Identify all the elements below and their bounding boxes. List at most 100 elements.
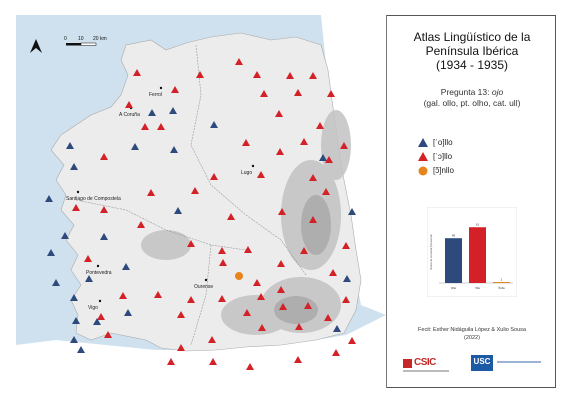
credit-authors: Fecit: Esther Nidáguila López & Xulio So… <box>418 327 526 333</box>
survey-point-blue-triangle-icon <box>319 154 327 161</box>
survey-point-red-triangle-icon <box>246 363 254 370</box>
survey-point-red-triangle-icon <box>244 246 252 253</box>
chart-value-label: 1 <box>501 278 503 282</box>
survey-point-blue-triangle-icon <box>61 232 69 239</box>
question-word: ojo <box>491 87 504 97</box>
survey-point-red-triangle-icon <box>242 139 250 146</box>
survey-point-red-triangle-icon <box>210 173 218 180</box>
survey-point-red-triangle-icon <box>329 269 337 276</box>
relief-high <box>274 195 331 324</box>
usc-logo: USC <box>471 355 493 371</box>
survey-point-red-triangle-icon <box>277 260 285 267</box>
survey-point-blue-triangle-icon <box>169 107 177 114</box>
city-label: Ferrol <box>149 92 162 98</box>
survey-point-red-triangle-icon <box>316 122 324 129</box>
city-dot <box>96 264 100 268</box>
survey-point-red-triangle-icon <box>137 221 145 228</box>
survey-point-red-triangle-icon <box>277 286 285 293</box>
city-dot <box>251 164 255 168</box>
survey-point-red-triangle-icon <box>100 153 108 160</box>
survey-point-red-triangle-icon <box>295 323 303 330</box>
survey-point-blue-triangle-icon <box>343 275 351 282</box>
survey-point-blue-triangle-icon <box>70 163 78 170</box>
chart-category-label: Ɔ̃nllo <box>498 286 506 290</box>
survey-point-red-triangle-icon <box>218 247 226 254</box>
survey-point-red-triangle-icon <box>253 71 261 78</box>
survey-point-blue-triangle-icon <box>210 121 218 128</box>
question-line-2: (gal. ollo, pt. olho, cat. ull) <box>423 98 521 108</box>
survey-point-blue-triangle-icon <box>131 143 139 150</box>
survey-point-blue-triangle-icon <box>124 309 132 316</box>
survey-point-red-triangle-icon <box>275 110 283 117</box>
survey-point-red-triangle-icon <box>327 90 335 97</box>
info-panel: Atlas Lingüístico de la Península Ibéric… <box>386 15 556 388</box>
survey-point-blue-triangle-icon <box>66 142 74 149</box>
galicia-land <box>50 32 362 352</box>
survey-point-red-triangle-icon <box>157 123 165 130</box>
survey-point-red-triangle-icon <box>324 314 332 321</box>
city-label: Vigo <box>88 305 98 311</box>
survey-point-red-triangle-icon <box>342 296 350 303</box>
csic-emblem-icon <box>403 359 412 368</box>
chart-bar <box>493 282 510 283</box>
triangle-icon <box>418 152 428 161</box>
survey-point-blue-triangle-icon <box>45 195 53 202</box>
survey-point-red-triangle-icon <box>219 259 227 266</box>
survey-point-blue-triangle-icon <box>85 275 93 282</box>
csic-subline <box>403 370 449 372</box>
survey-point-red-triangle-icon <box>294 356 302 363</box>
survey-point-red-triangle-icon <box>84 255 92 262</box>
chart-category-label: Ɔllo <box>475 286 480 290</box>
survey-points <box>45 58 356 370</box>
survey-point-red-triangle-icon <box>342 242 350 249</box>
question-line-1: Pregunta 13: ojo <box>387 87 557 97</box>
scale-tick-2: 20 km <box>93 36 107 42</box>
survey-point-red-triangle-icon <box>187 296 195 303</box>
portugal-area <box>16 315 386 388</box>
survey-point-red-triangle-icon <box>196 71 204 78</box>
survey-point-red-triangle-icon <box>171 86 179 93</box>
survey-point-red-triangle-icon <box>253 279 261 286</box>
survey-point-red-triangle-icon <box>322 188 330 195</box>
csic-logo: CSIC <box>403 357 449 377</box>
chart-bar <box>469 227 486 283</box>
title-line-1: Atlas Lingüístico de la <box>413 30 531 44</box>
survey-point-red-triangle-icon <box>154 291 162 298</box>
chart-value-label: 49 <box>452 234 456 238</box>
chart-value-label: 61 <box>476 223 480 227</box>
circle-icon <box>418 166 428 176</box>
survey-point-red-triangle-icon <box>167 358 175 365</box>
map-panel: 0 10 20 km Ferrol A Coruña Lugo Santiago de… <box>16 15 386 388</box>
survey-point-blue-triangle-icon <box>333 325 341 332</box>
survey-point-blue-triangle-icon <box>148 109 156 116</box>
survey-point-red-triangle-icon <box>300 138 308 145</box>
survey-point-red-triangle-icon <box>191 187 199 194</box>
survey-point-red-triangle-icon <box>258 324 266 331</box>
survey-point-red-triangle-icon <box>208 336 216 343</box>
chart-y-axis-label: Puntos de encuesta (frecuencia) <box>430 234 433 270</box>
survey-point-red-triangle-icon <box>125 101 133 108</box>
survey-point-red-triangle-icon <box>304 302 312 309</box>
survey-point-red-triangle-icon <box>309 174 317 181</box>
survey-point-red-triangle-icon <box>119 292 127 299</box>
scale-bar: 0 10 20 km <box>64 36 107 46</box>
survey-point-blue-triangle-icon <box>72 317 80 324</box>
survey-point-red-triangle-icon <box>243 309 251 316</box>
survey-point-red-triangle-icon <box>340 142 348 149</box>
galicia-map: 0 10 20 km Ferrol A Coruña Lugo Santiago de… <box>16 15 386 388</box>
survey-point-red-triangle-icon <box>309 216 317 223</box>
frequency-bar-chart: Puntos de encuesta (frecuencia) 49 Ollo 61… <box>427 207 517 297</box>
survey-point-blue-triangle-icon <box>70 294 78 301</box>
city-label: Pontevedra <box>86 270 112 276</box>
survey-point-red-triangle-icon <box>177 311 185 318</box>
survey-point-red-triangle-icon <box>260 90 268 97</box>
survey-point-blue-triangle-icon <box>100 233 108 240</box>
city-dot <box>76 190 80 194</box>
chart-category-label: Ollo <box>451 286 457 290</box>
scale-tick-0: 0 <box>64 36 67 42</box>
survey-point-red-triangle-icon <box>279 303 287 310</box>
survey-point-red-triangle-icon <box>100 206 108 213</box>
survey-point-red-triangle-icon <box>300 247 308 254</box>
survey-point-blue-triangle-icon <box>348 208 356 215</box>
survey-point-red-triangle-icon <box>209 358 217 365</box>
